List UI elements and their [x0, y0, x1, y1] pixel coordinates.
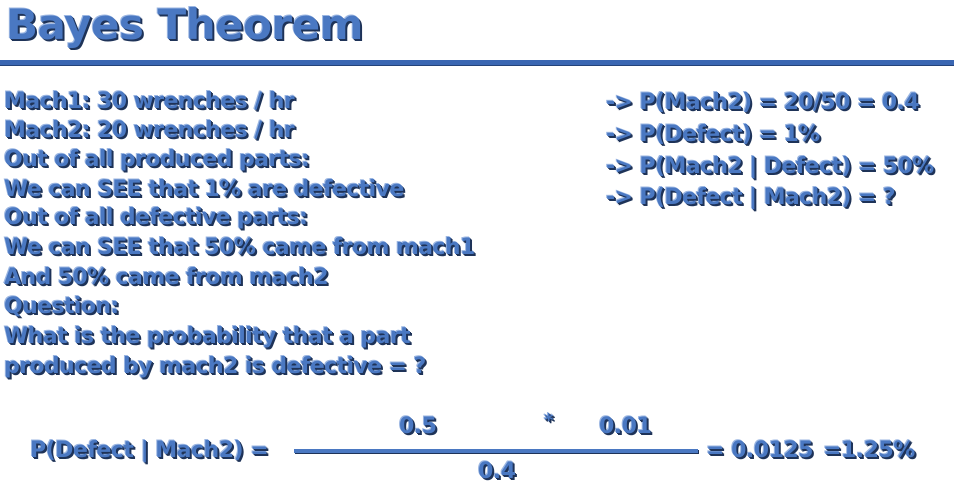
given-line-3: Out of all produced parts: — [4, 147, 310, 172]
question-line-1: What is the probability that a part — [4, 324, 410, 349]
formula-numerator-a: 0.5 — [399, 414, 437, 439]
question-line-2: produced by mach2 is defective = ? — [4, 354, 426, 379]
formula-operator: * — [544, 410, 553, 431]
given-line-1: Mach1: 30 wrenches / hr — [4, 89, 295, 114]
formula-result: = 0.0125 — [706, 438, 814, 463]
given-line-2: Mach2: 20 wrenches / hr — [4, 118, 295, 143]
formula-lhs: P(Defect | Mach2) = — [30, 438, 269, 463]
derivation-line-2: -> P(Defect) = 1% — [606, 122, 820, 147]
given-line-7: And 50% came from mach2 — [4, 265, 329, 290]
slide-title: Bayes Theorem — [6, 0, 363, 49]
derivation-line-1: -> P(Mach2) = 20/50 = 0.4 — [606, 90, 920, 115]
given-line-6: We can SEE that 50% came from mach1 — [4, 235, 475, 260]
formula-numerator-b: 0.01 — [599, 414, 652, 439]
title-divider — [0, 60, 954, 66]
given-line-5: Out of all defective parts: — [4, 205, 308, 230]
given-line-4: We can SEE that 1% are defective — [4, 177, 404, 202]
fraction-bar — [294, 449, 698, 453]
derivation-line-4: -> P(Defect | Mach2) = ? — [606, 185, 896, 210]
formula-denominator: 0.4 — [478, 459, 516, 484]
question-label: Question: — [4, 294, 119, 319]
formula-result-percent: =1.25% — [823, 438, 915, 463]
derivation-line-3: -> P(Mach2 | Defect) = 50% — [606, 154, 934, 179]
